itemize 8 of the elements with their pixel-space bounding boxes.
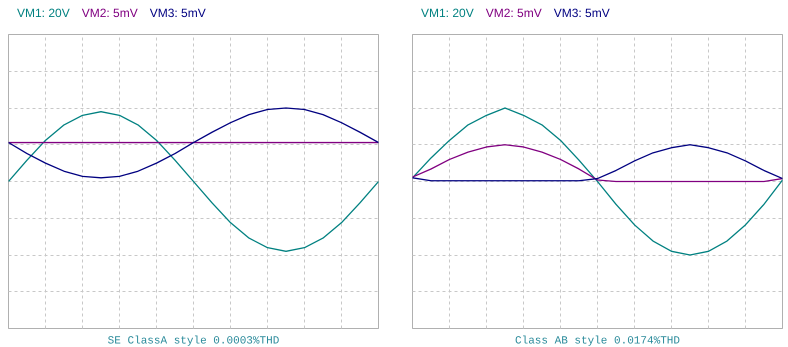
text: VM1: 20V [17,6,70,20]
text: Class AB style 0.0174%THD [514,336,680,347]
text: VM3: 5mV [554,6,610,20]
text: VM2: 5mV [486,6,542,20]
text: VM2: 5mV [82,6,138,20]
text: VM1: 20V [421,6,474,20]
text: VM3: 5mV [150,6,206,20]
text: SE ClassA style 0.0003%THD [108,336,280,347]
